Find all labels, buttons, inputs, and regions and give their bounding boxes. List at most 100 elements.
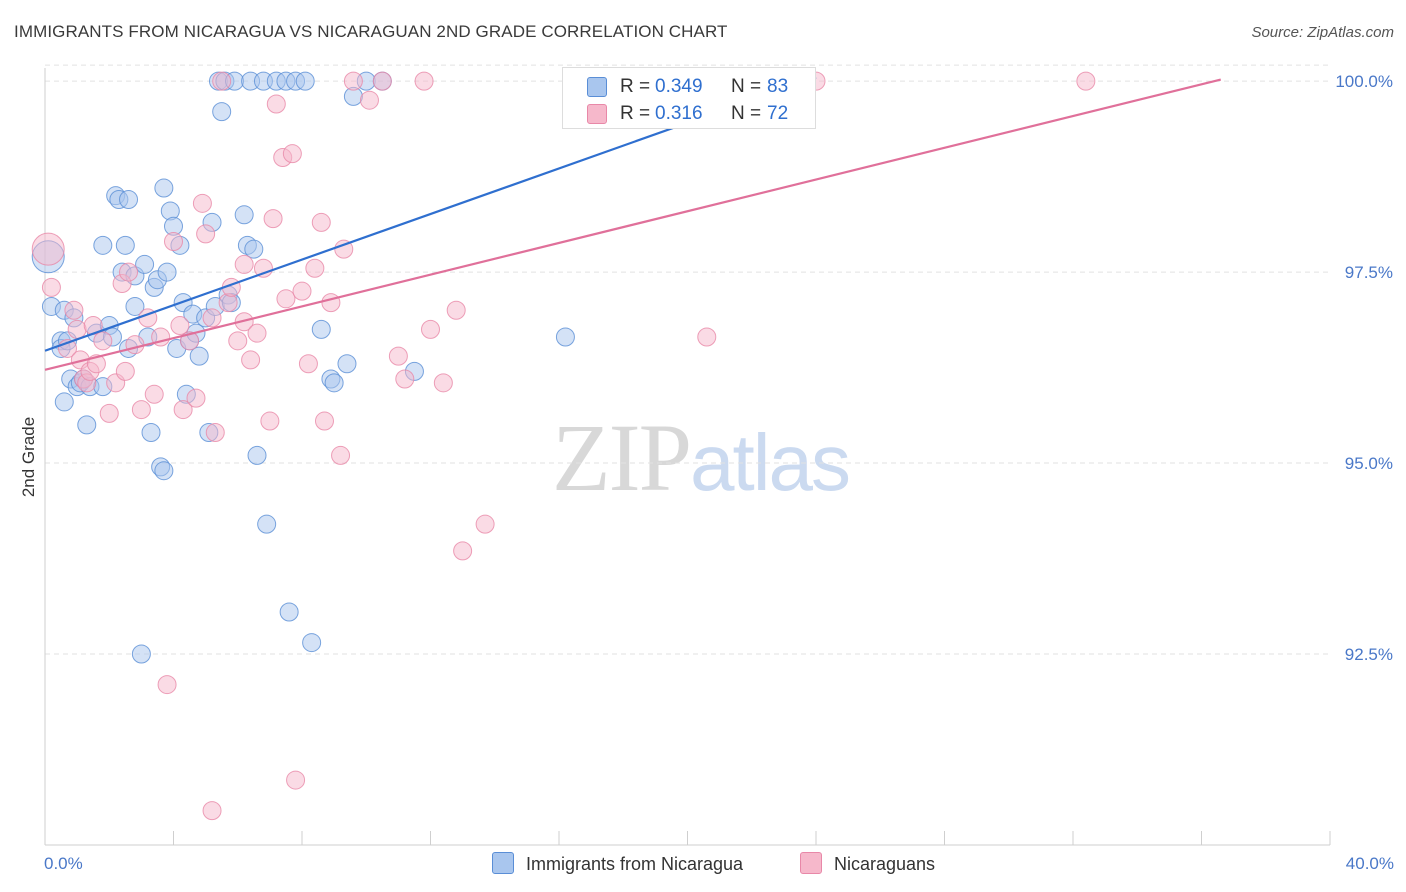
r-value: 0.316 — [655, 103, 703, 124]
chart-title: IMMIGRANTS FROM NICARAGUA VS NICARAGUAN … — [14, 22, 728, 41]
y-tick-label: 97.5% — [1345, 263, 1393, 282]
data-point — [212, 71, 232, 91]
data-point — [212, 102, 232, 122]
watermark: ZIPatlas — [552, 402, 851, 513]
series-immigrants-from-nicaragua — [31, 71, 762, 664]
data-point — [279, 602, 299, 622]
data-point — [186, 388, 206, 408]
data-point — [257, 514, 277, 534]
data-point — [302, 633, 322, 653]
data-point — [276, 289, 296, 309]
source-label: Source: ZipAtlas.com — [1251, 24, 1394, 41]
data-point — [263, 209, 283, 229]
legend-swatch-pink — [800, 852, 822, 874]
n-value: 83 — [767, 76, 789, 97]
data-point — [54, 392, 74, 412]
data-point — [205, 422, 225, 442]
data-point — [247, 323, 267, 343]
data-point — [202, 308, 222, 328]
legend-label: Immigrants from Nicaragua — [526, 854, 744, 874]
data-point — [314, 411, 334, 431]
data-point — [241, 350, 261, 370]
y-axis-label: 2nd Grade — [19, 417, 38, 497]
data-point — [324, 373, 344, 393]
data-point — [260, 411, 280, 431]
r-label: R = — [620, 103, 651, 124]
watermark-atlas: atlas — [690, 418, 851, 507]
r-value: 0.349 — [655, 76, 703, 97]
data-point — [131, 644, 151, 664]
legend-swatch-blue — [492, 852, 514, 874]
x-tick-label-max: 40.0% — [1346, 854, 1394, 873]
series-nicaraguans — [31, 71, 1096, 821]
data-point — [331, 445, 351, 465]
data-point — [343, 71, 363, 91]
data-point — [115, 235, 135, 255]
data-point — [135, 254, 155, 274]
data-point — [157, 262, 177, 282]
data-point — [192, 193, 212, 213]
data-point — [141, 422, 161, 442]
data-point — [31, 232, 65, 266]
data-point — [157, 675, 177, 695]
data-point — [77, 415, 97, 435]
grid-lines — [45, 64, 1330, 655]
data-point — [144, 384, 164, 404]
legend-swatch-pink — [587, 104, 607, 124]
data-point — [244, 239, 264, 259]
data-point — [359, 90, 379, 110]
data-point — [247, 445, 267, 465]
legend-row-nicaraguans: R = 0.316 N = 72 — [563, 100, 815, 128]
axes — [44, 68, 1331, 846]
data-point — [311, 319, 331, 339]
legend-row-immigrants: R = 0.349 N = 83 — [563, 73, 815, 101]
data-point — [298, 354, 318, 374]
data-point — [64, 300, 84, 320]
n-value: 72 — [767, 103, 789, 124]
data-point — [321, 293, 341, 313]
x-tick-label-min: 0.0% — [44, 854, 83, 873]
y-tick-label: 92.5% — [1345, 645, 1393, 664]
data-point — [202, 801, 222, 821]
data-point — [305, 258, 325, 278]
data-point — [234, 205, 254, 225]
data-point — [453, 541, 473, 561]
data-point — [446, 300, 466, 320]
data-point — [154, 178, 174, 198]
data-point — [196, 224, 216, 244]
data-point — [337, 354, 357, 374]
correlation-legend: R = 0.349 N = 83 R = 0.316 N = 72 — [562, 67, 816, 129]
data-point — [125, 296, 145, 316]
data-point — [372, 71, 392, 91]
n-label: N = — [731, 76, 762, 97]
data-point — [286, 770, 306, 790]
data-point — [154, 461, 174, 481]
legend-swatch-blue — [587, 77, 607, 97]
data-point — [99, 403, 119, 423]
data-point — [125, 335, 145, 355]
data-point — [421, 319, 440, 339]
data-point — [282, 144, 302, 164]
data-point — [93, 235, 113, 255]
data-point — [115, 361, 135, 381]
watermark-zip: ZIP — [552, 404, 692, 511]
data-point — [173, 400, 193, 420]
data-point — [170, 316, 190, 336]
r-label: R = — [620, 76, 651, 97]
data-point — [1076, 71, 1096, 91]
data-point — [311, 212, 331, 232]
y-tick-label: 100.0% — [1335, 72, 1393, 91]
data-point — [119, 262, 139, 282]
data-point — [67, 319, 87, 339]
data-point — [334, 239, 354, 259]
y-tick-label: 95.0% — [1345, 454, 1393, 473]
data-point — [228, 331, 248, 351]
legend-label: Nicaraguans — [834, 854, 936, 874]
data-point — [41, 277, 61, 297]
data-point — [295, 71, 315, 91]
data-point — [234, 254, 254, 274]
n-label: N = — [731, 103, 762, 124]
data-point — [388, 346, 408, 366]
data-point — [475, 514, 495, 534]
